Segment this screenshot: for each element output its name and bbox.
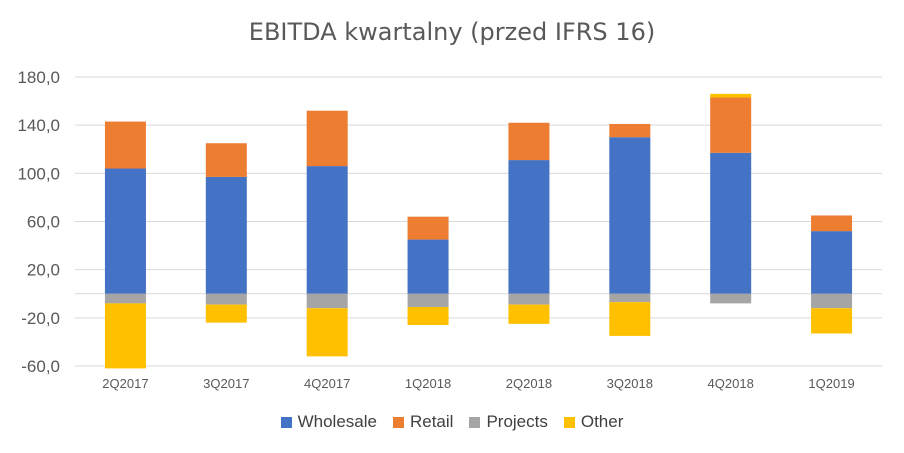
bar-wholesale-1q2018: [407, 239, 449, 294]
legend-label-retail: Retail: [409, 412, 454, 431]
y-tick-label: 140,0: [17, 116, 60, 135]
x-tick-label: 1Q2019: [808, 376, 854, 391]
bar-wholesale-2q2017: [104, 168, 146, 294]
y-tick-label: -60,0: [21, 357, 60, 376]
bar-projects-2q2017: [104, 293, 146, 304]
x-tick-label: 2Q2018: [506, 376, 552, 391]
bar-projects-2q2018: [508, 293, 550, 305]
bar-retail-4q2017: [306, 110, 348, 167]
bar-other-1q2019: [811, 308, 853, 334]
bar-other-4q2018: [710, 93, 752, 98]
chart-title: EBITDA kwartalny (przed IFRS 16): [248, 18, 656, 46]
bar-retail-2q2018: [508, 122, 550, 161]
legend-label-other: Other: [580, 412, 624, 431]
y-tick-label: -20,0: [21, 309, 60, 328]
legend-label-wholesale: Wholesale: [297, 412, 377, 431]
bar-retail-3q2018: [609, 123, 651, 138]
bar-retail-4q2018: [710, 97, 752, 153]
bar-wholesale-3q2017: [205, 176, 247, 294]
legend-swatch-wholesale: [280, 416, 292, 428]
bar-retail-1q2018: [407, 216, 449, 240]
legend-label-projects: Projects: [486, 412, 548, 431]
bar-projects-3q2018: [609, 293, 651, 303]
bar-other-2q2017: [104, 303, 146, 369]
bar-wholesale-3q2018: [609, 137, 651, 294]
legend-swatch-other: [563, 416, 575, 428]
x-tick-label: 3Q2017: [203, 376, 249, 391]
chart-legend: Wholesale Retail Projects Other: [0, 412, 904, 432]
bar-other-3q2017: [205, 304, 247, 323]
bar-projects-4q2018: [710, 293, 752, 304]
bar-retail-2q2017: [104, 121, 146, 169]
x-tick-label: 2Q2017: [102, 376, 148, 391]
bar-projects-1q2018: [407, 293, 449, 307]
bar-retail-1q2019: [811, 215, 853, 232]
legend-item-projects: Projects: [469, 412, 548, 432]
legend-item-retail: Retail: [392, 412, 454, 432]
bar-other-3q2018: [609, 302, 651, 336]
bar-other-2q2018: [508, 304, 550, 324]
x-tick-label: 4Q2018: [708, 376, 754, 391]
y-tick-label: 180,0: [17, 68, 60, 87]
bar-projects-3q2017: [205, 293, 247, 305]
legend-item-other: Other: [563, 412, 624, 432]
bar-other-4q2017: [306, 308, 348, 357]
bar-wholesale-1q2019: [811, 231, 853, 294]
x-tick-label: 1Q2018: [405, 376, 451, 391]
y-tick-label: 100,0: [17, 164, 60, 183]
bar-wholesale-2q2018: [508, 160, 550, 294]
y-tick-label: 20,0: [27, 261, 60, 280]
legend-item-wholesale: Wholesale: [280, 412, 377, 432]
bar-other-1q2018: [407, 306, 449, 326]
legend-swatch-projects: [469, 416, 481, 428]
bar-projects-4q2017: [306, 293, 348, 309]
y-tick-label: 60,0: [27, 213, 60, 232]
bar-wholesale-4q2018: [710, 152, 752, 294]
bar-wholesale-4q2017: [306, 166, 348, 294]
x-tick-label: 4Q2017: [304, 376, 350, 391]
bar-projects-1q2019: [811, 293, 853, 309]
x-tick-label: 3Q2018: [607, 376, 653, 391]
bar-retail-3q2017: [205, 143, 247, 177]
legend-swatch-retail: [392, 416, 404, 428]
